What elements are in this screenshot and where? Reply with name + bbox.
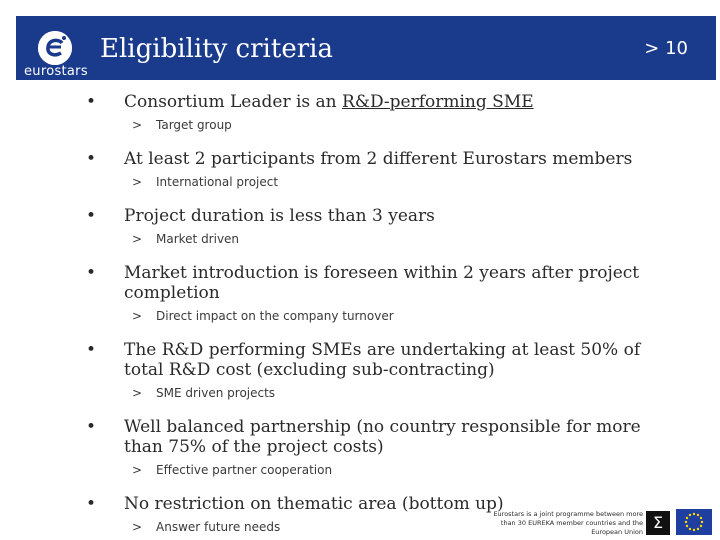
eureka-logo-icon: Σ [646, 511, 670, 535]
sub-bullet-text: SME driven projects [156, 386, 276, 400]
footer-note: Eurostars is a joint programme between m… [493, 510, 643, 536]
bullet-text: Well balanced partnership (no country re… [124, 417, 641, 457]
sub-bullet: > Direct impact on the company turnover [96, 309, 656, 324]
list-item: • Well balanced partnership (no country … [86, 417, 656, 478]
bullet-icon: • [86, 92, 97, 112]
bullet-text: Project duration is less than 3 years [124, 206, 435, 226]
sub-bullet-text: Answer future needs [156, 520, 281, 534]
page-number: > 10 [644, 38, 688, 59]
bullet-text: The R&D performing SMEs are undertaking … [124, 340, 641, 380]
arrow-icon: > [132, 118, 143, 132]
sub-bullet: > SME driven projects [96, 386, 656, 401]
list-item: • No restriction on thematic area (botto… [86, 494, 656, 535]
sub-bullet-text: Market driven [156, 232, 240, 246]
arrow-icon: > [132, 232, 143, 246]
bullet-text: At least 2 participants from 2 different… [124, 149, 633, 169]
sub-bullet: > International project [96, 175, 656, 190]
sub-bullet-text: Effective partner cooperation [156, 463, 333, 477]
bullet-icon: • [86, 494, 97, 514]
bullet-text: Market introduction is foreseen within 2… [124, 263, 640, 303]
list-item: • At least 2 participants from 2 differe… [86, 149, 656, 190]
arrow-icon: > [132, 463, 143, 477]
logo-text: eurostars [24, 64, 88, 79]
arrow-icon: > [132, 520, 143, 534]
sub-bullet-text: International project [156, 175, 279, 189]
sub-bullet: > Market driven [96, 232, 656, 247]
sub-bullet-text: Direct impact on the company turnover [156, 309, 394, 323]
list-item: • The R&D performing SMEs are undertakin… [86, 340, 656, 401]
sub-bullet: > Target group [96, 118, 656, 133]
arrow-icon: > [132, 175, 143, 189]
bullet-icon: • [86, 149, 97, 169]
arrow-icon: > [132, 309, 143, 323]
arrow-icon: > [132, 386, 143, 400]
bullet-text: Consortium Leader is an R&D-performing S… [124, 92, 534, 112]
bullet-text: No restriction on thematic area (bottom … [124, 494, 504, 514]
sub-bullet: > Answer future needs [96, 520, 656, 535]
eu-flag-icon [676, 509, 712, 535]
sub-bullet-text: Target group [156, 118, 232, 132]
bullet-icon: • [86, 206, 97, 226]
criteria-list: • Consortium Leader is an R&D-performing… [86, 92, 656, 535]
eurostars-logo-icon [38, 31, 72, 65]
underlined-term: R&D-performing SME [342, 92, 534, 112]
bullet-icon: • [86, 340, 97, 360]
sub-bullet: > Effective partner cooperation [96, 463, 656, 478]
bullet-icon: • [86, 263, 97, 283]
page-title: Eligibility criteria [100, 34, 333, 64]
list-item: • Project duration is less than 3 years … [86, 206, 656, 247]
bullet-icon: • [86, 417, 97, 437]
list-item: • Consortium Leader is an R&D-performing… [86, 92, 656, 133]
list-item: • Market introduction is foreseen within… [86, 263, 656, 324]
header-band [16, 16, 716, 80]
